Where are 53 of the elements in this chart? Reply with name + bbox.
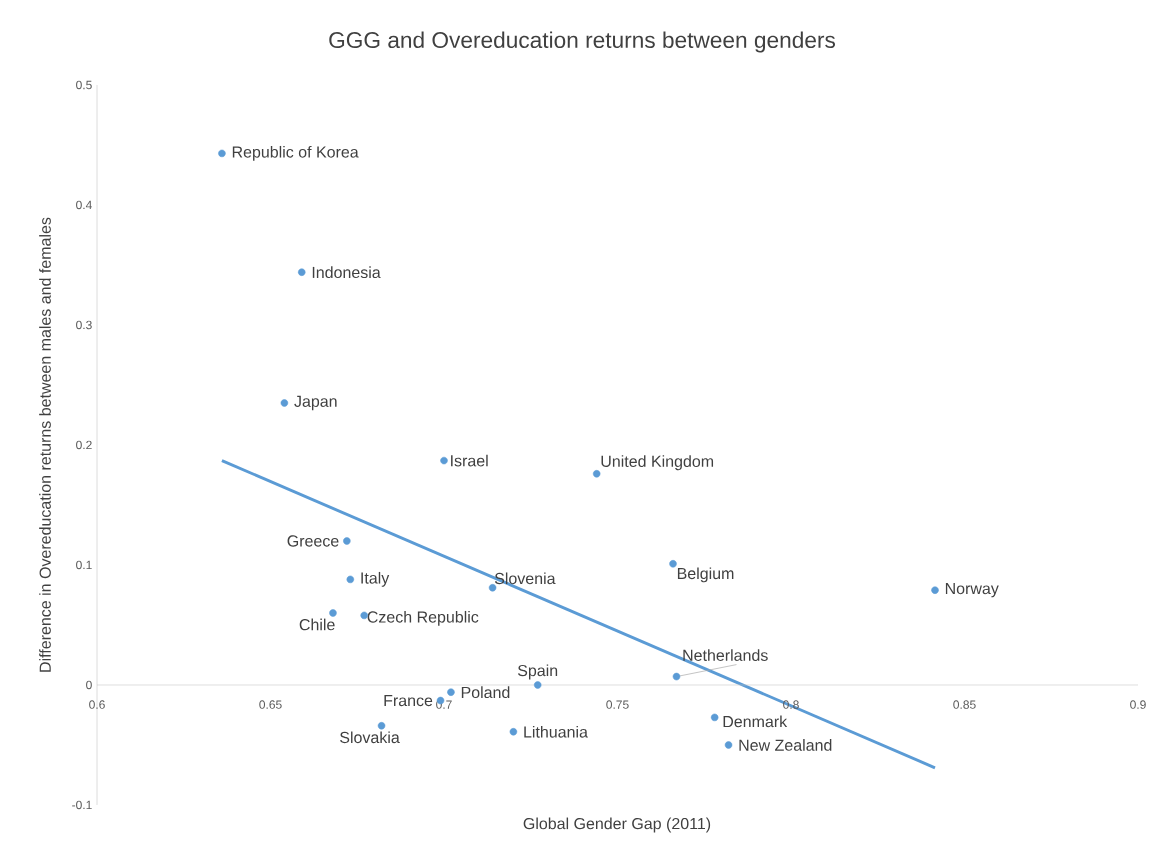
annotation: Greece — [287, 535, 339, 547]
x-tick-label: 0.75 — [606, 700, 629, 709]
point — [672, 672, 681, 681]
point — [377, 722, 386, 730]
point — [218, 149, 226, 158]
point — [592, 470, 601, 478]
annotation: Poland — [461, 686, 510, 699]
annotation: Italy — [361, 571, 390, 587]
annotation: Indonesia — [312, 266, 381, 279]
point — [724, 741, 733, 749]
point — [343, 537, 351, 545]
point — [447, 688, 455, 696]
point — [298, 268, 306, 276]
y-axis-title: Difference in Overeducation returns between males and females — [39, 217, 51, 672]
y-tick-label: -0.1 — [72, 800, 92, 810]
point — [280, 399, 289, 407]
y-tick-label: 0.1 — [76, 560, 92, 570]
point — [533, 681, 542, 689]
annotation: Republic of Korea — [232, 145, 359, 161]
point — [669, 560, 677, 568]
point — [710, 713, 719, 722]
annotation: United Kingdom — [601, 455, 714, 471]
point — [509, 728, 518, 736]
annotation: Slovenia — [494, 572, 556, 585]
x-tick-label: 0.6 — [89, 700, 105, 709]
y-tick-label: 0 — [86, 680, 92, 690]
x-axis-title: Global Gender Gap (2011) — [523, 817, 711, 833]
annotation: Netherlands — [683, 649, 768, 661]
point — [488, 584, 497, 592]
x-tick-label: 0.85 — [953, 700, 976, 709]
annotation: Denmark — [723, 715, 788, 728]
annotation: Lithuania — [524, 725, 588, 738]
annotation: Czech Republic — [367, 610, 479, 626]
x-tick-label: 0.9 — [1130, 700, 1146, 709]
annotation: France — [384, 695, 433, 707]
annotation: Japan — [294, 395, 337, 411]
x-tick-label: 0.65 — [259, 700, 282, 709]
annotation: Norway — [945, 583, 999, 598]
chart-title: GGG and Overeducation returns between genders — [329, 31, 835, 53]
point — [346, 575, 355, 584]
annotation: New Zealand — [739, 739, 832, 751]
point — [931, 586, 939, 594]
y-tick-label: 0.5 — [76, 80, 92, 90]
y-tick-label: 0.2 — [76, 440, 92, 450]
annotation: Israel — [451, 454, 488, 467]
point — [440, 456, 448, 465]
point — [329, 609, 337, 617]
annotation: Slovakia — [340, 731, 400, 744]
annotation: Belgium — [677, 567, 734, 583]
y-tick-label: 0.4 — [76, 200, 92, 210]
y-tick-label: 0.3 — [76, 320, 92, 330]
annotation: Spain — [517, 664, 558, 680]
annotation: Chile — [299, 618, 335, 631]
